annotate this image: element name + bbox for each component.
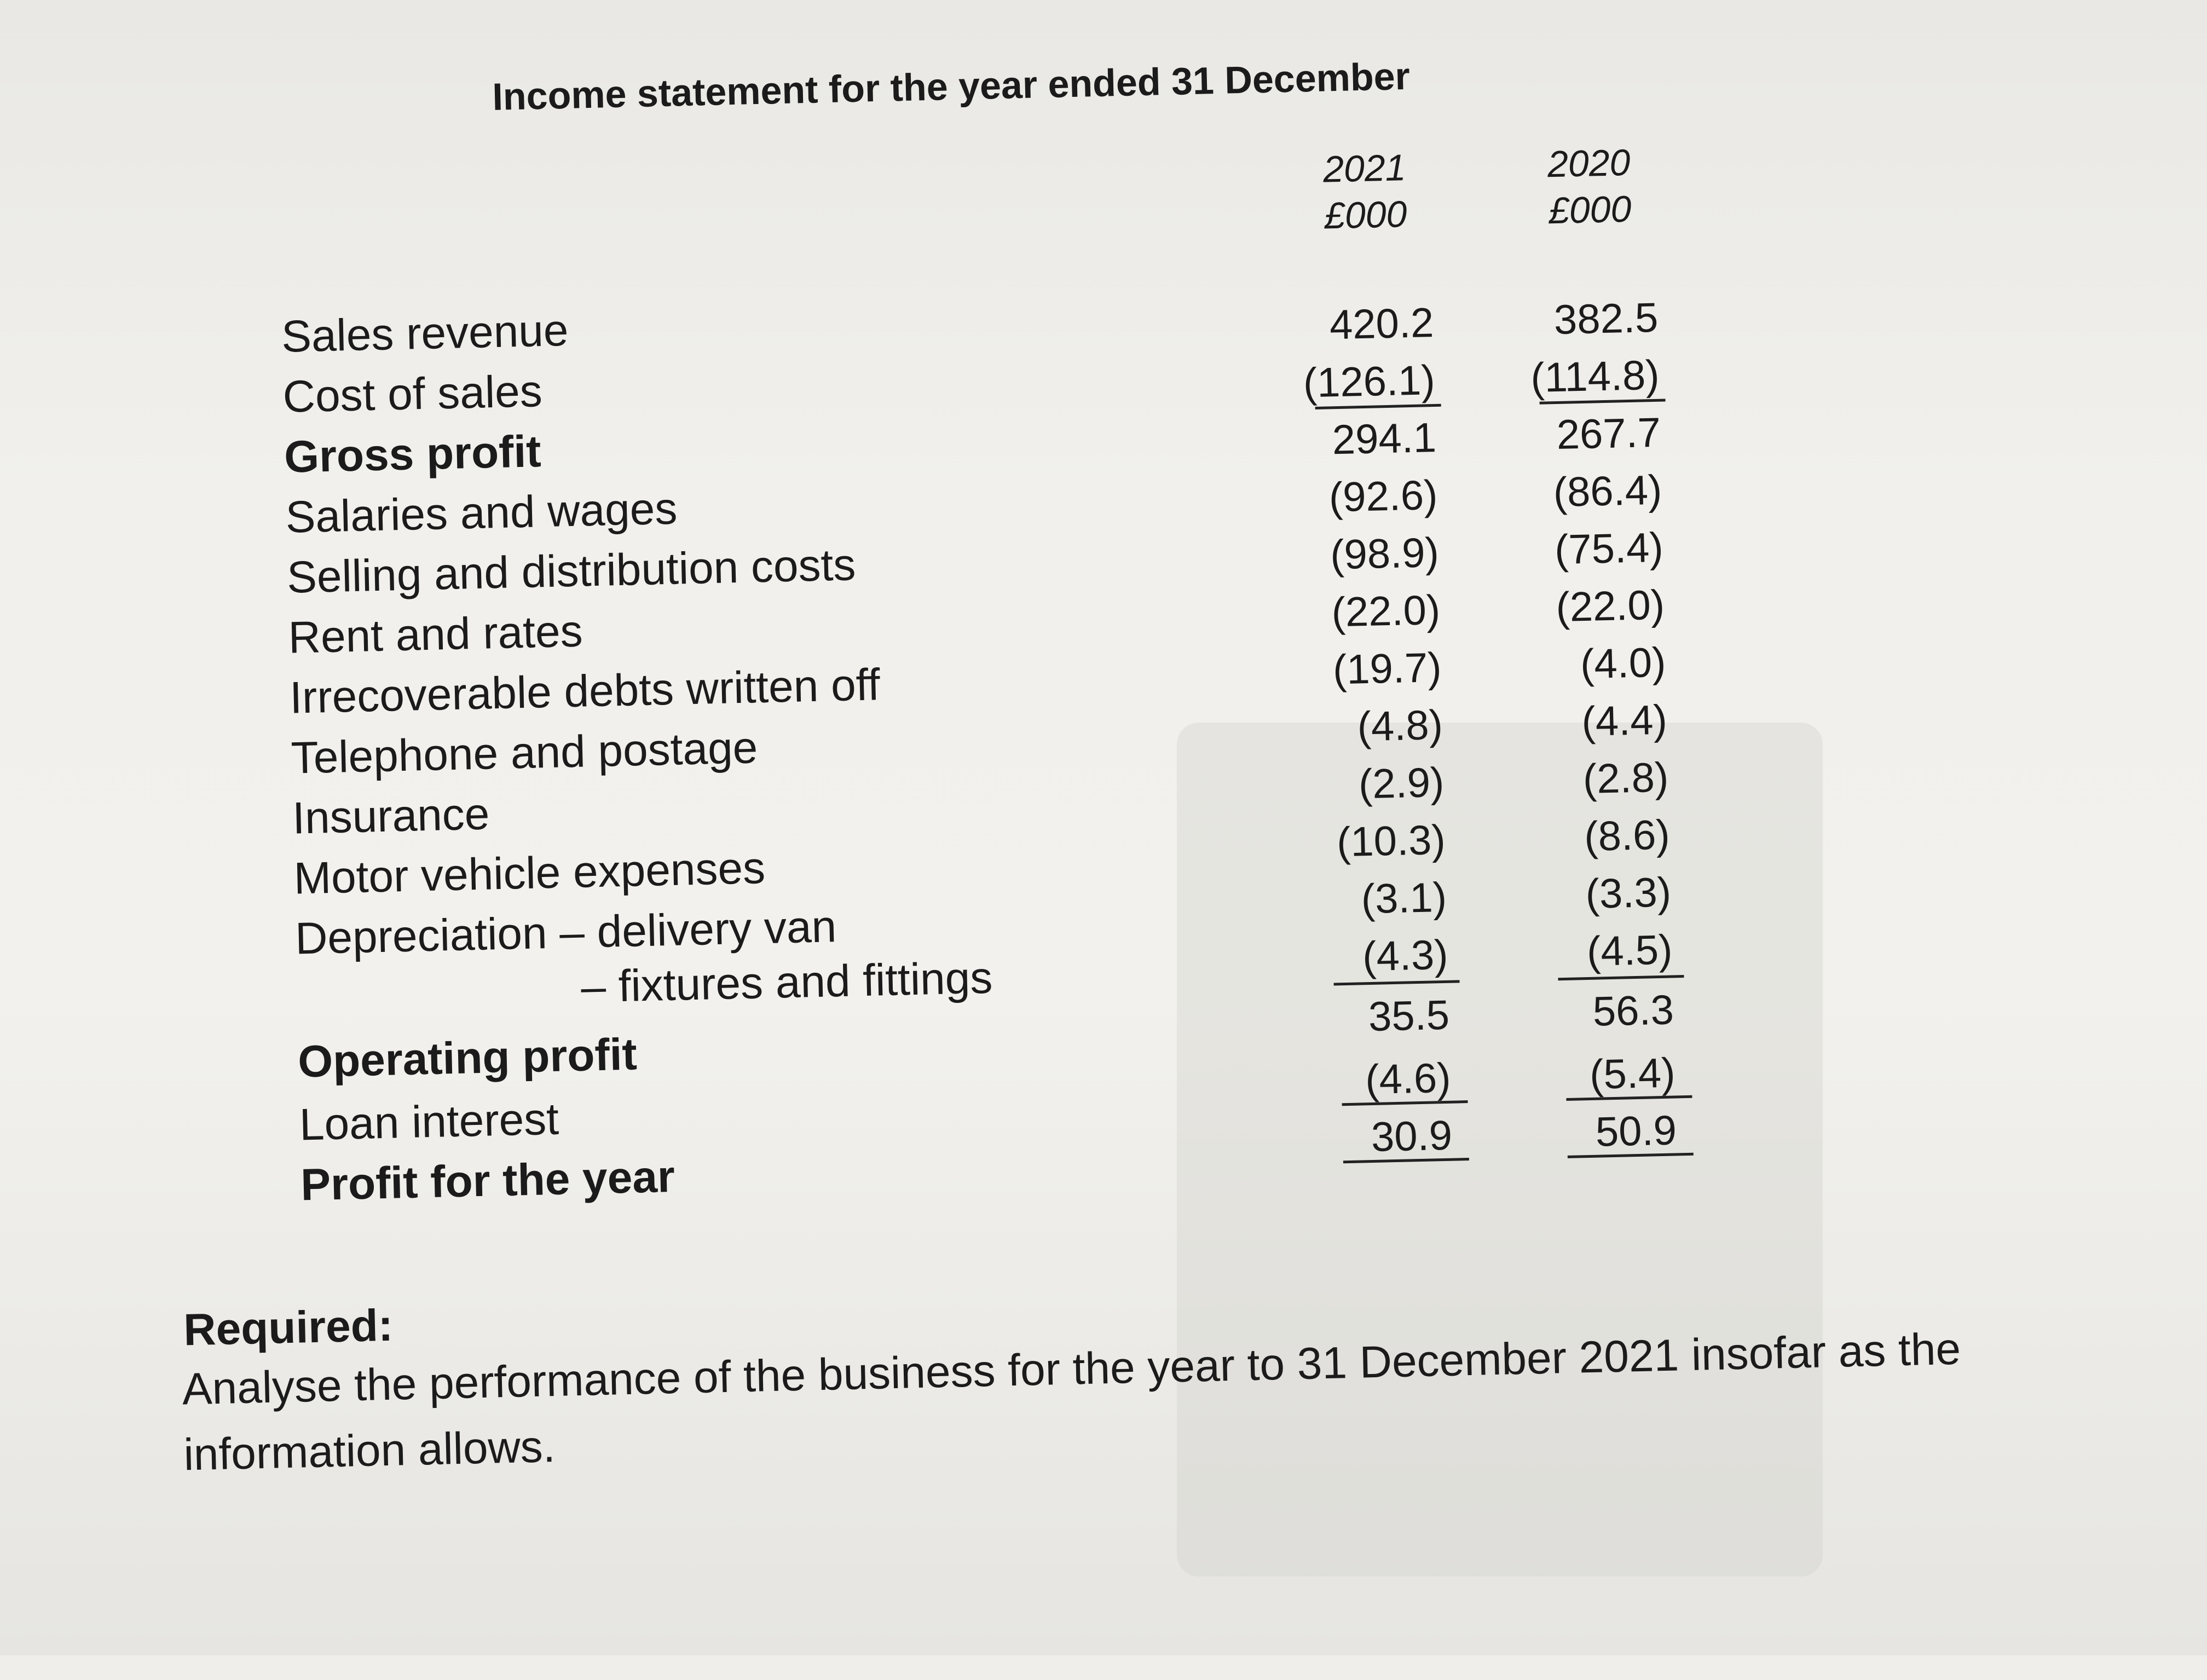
row-label-operating-profit: Operating profit [297, 1029, 638, 1087]
row-label: Motor vehicle expenses [293, 843, 766, 904]
value-2021: (92.6) [1328, 472, 1438, 521]
value-2021: 30.9 [1371, 1112, 1453, 1161]
value-2021: (4.6) [1365, 1054, 1452, 1104]
row-label: Irrecoverable debts written off [289, 660, 881, 723]
value-2020: (8.6) [1584, 811, 1671, 861]
subtotal-rule [1558, 975, 1684, 981]
value-2020: 56.3 [1592, 986, 1674, 1035]
row-label: Sales revenue [281, 305, 569, 362]
row-label: Rent and rates [287, 606, 583, 663]
column-year-2020: 2020 [1547, 141, 1631, 186]
column-unit-2020: £000 [1548, 188, 1632, 232]
translucent-overlay-panel [1177, 723, 1823, 1577]
row-label: Loan interest [298, 1094, 559, 1150]
value-2021: (19.7) [1332, 644, 1442, 694]
row-label-gross-profit: Gross profit [284, 426, 542, 482]
row-label: Selling and distribution costs [286, 540, 857, 603]
row-label: – fixtures and fittings [580, 952, 993, 1012]
value-2021: (22.0) [1331, 586, 1441, 636]
value-2021: (3.1) [1360, 874, 1448, 923]
statement-title: Income statement for the year ended 31 D… [492, 54, 1411, 118]
value-2021: 420.2 [1329, 299, 1435, 349]
value-2020: (75.4) [1554, 524, 1664, 574]
row-label: Depreciation – delivery van [294, 902, 837, 964]
value-2021: (126.1) [1302, 357, 1436, 407]
required-text: Analyse the performance of the business … [181, 1324, 1962, 1480]
value-2021: (4.3) [1362, 931, 1449, 980]
value-2020: (4.5) [1586, 926, 1673, 975]
column-year-2021: 2021 [1322, 147, 1407, 190]
value-2021: (10.3) [1336, 816, 1446, 866]
value-2020: 50.9 [1594, 1107, 1677, 1156]
required-heading: Required: [183, 1300, 394, 1355]
value-2020: (86.4) [1552, 466, 1663, 516]
value-2021: 294.1 [1331, 414, 1437, 464]
value-2020: (2.8) [1582, 754, 1669, 803]
value-2021: 35.5 [1368, 991, 1450, 1041]
value-2020: (4.4) [1581, 696, 1668, 746]
value-2021: (4.8) [1356, 701, 1443, 750]
value-2020: 267.7 [1556, 409, 1661, 459]
value-2020: (4.0) [1580, 639, 1667, 688]
value-2020: 382.5 [1553, 294, 1659, 344]
column-unit-2021: £000 [1324, 193, 1408, 237]
value-2021: (98.9) [1330, 529, 1440, 579]
value-2020: (22.0) [1555, 581, 1665, 631]
value-2020: (114.8) [1530, 351, 1660, 402]
row-label: Cost of sales [282, 366, 543, 422]
row-label-profit-for-year: Profit for the year [300, 1151, 675, 1210]
row-label: Insurance [292, 789, 490, 844]
value-2020: (3.3) [1585, 869, 1672, 918]
value-2020: (5.4) [1589, 1049, 1676, 1098]
row-label: Telephone and postage [290, 723, 759, 783]
row-label: Salaries and wages [285, 483, 678, 542]
subtotal-rule [1333, 980, 1460, 986]
value-2021: (2.9) [1358, 759, 1445, 808]
